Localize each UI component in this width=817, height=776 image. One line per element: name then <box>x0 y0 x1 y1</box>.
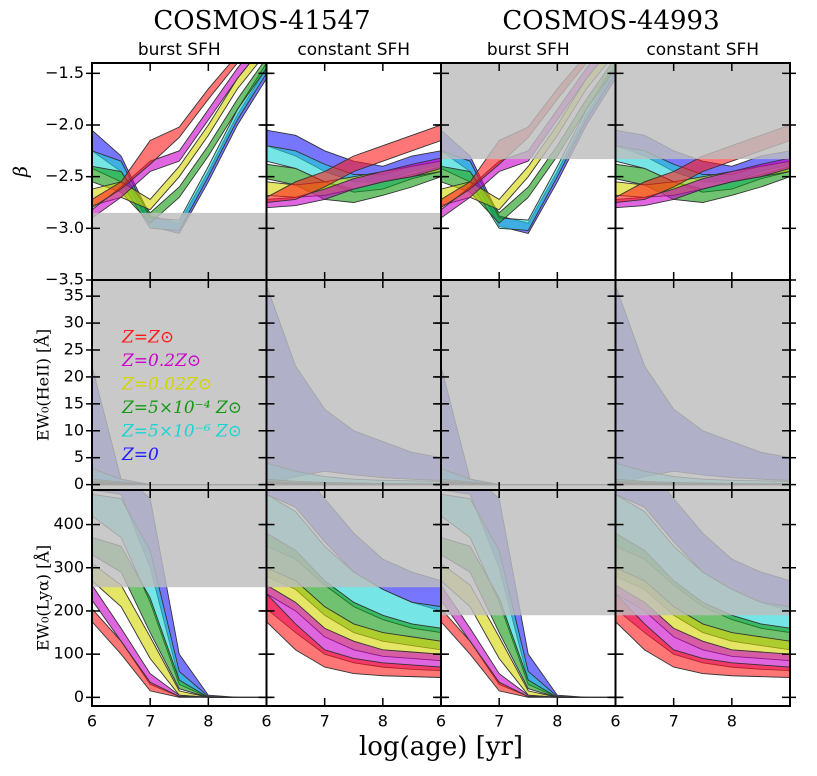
object-title: COSMOS-44993 <box>502 6 719 36</box>
observed-region <box>266 490 441 588</box>
x-tick-label: 8 <box>378 712 388 731</box>
panel-title: burst SFH <box>487 40 570 60</box>
y-tick-label: 25 <box>64 340 84 359</box>
panel <box>266 124 441 280</box>
x-tick-label: 7 <box>145 712 155 731</box>
y-tick-label: 100 <box>53 644 84 663</box>
model-band <box>92 63 267 231</box>
panel <box>615 280 790 490</box>
x-tick-label: 8 <box>552 712 562 731</box>
model-band <box>441 608 616 698</box>
y-tick-label: 35 <box>64 286 84 305</box>
model-band <box>92 608 267 698</box>
x-tick-label: 6 <box>436 712 446 731</box>
y-tick-label: 20 <box>64 366 84 385</box>
model-band <box>615 593 790 678</box>
panel <box>92 280 267 490</box>
y-tick-label: −2.0 <box>45 115 84 134</box>
x-tick-label: 6 <box>87 712 97 731</box>
y-tick-label: 15 <box>64 393 84 412</box>
panel <box>441 63 616 235</box>
y-axis-label: β <box>10 166 32 178</box>
y-tick-label: 10 <box>64 420 84 439</box>
legend-entry: Z=0.02Z⊙ <box>121 375 212 395</box>
y-tick-label: −3.0 <box>45 218 84 237</box>
model-band <box>92 63 239 209</box>
legend-entry: Z=0.2Z⊙ <box>121 351 201 371</box>
observed-region <box>92 280 267 490</box>
x-axis-label: log(age) [yr] <box>359 732 523 762</box>
y-tick-label: −1.5 <box>45 63 84 82</box>
y-axis-label: EW₀(HeII) [Å] <box>33 329 53 441</box>
panel <box>92 63 267 280</box>
x-tick-label: 7 <box>494 712 504 731</box>
observed-region <box>441 490 616 616</box>
y-tick-label: 400 <box>53 514 84 533</box>
y-tick-label: 30 <box>64 313 84 332</box>
panel <box>266 280 441 490</box>
x-tick-label: 7 <box>669 712 679 731</box>
legend-entry: Z=0 <box>121 445 159 465</box>
y-tick-label: 200 <box>53 600 84 619</box>
y-tick-label: 0 <box>74 687 84 706</box>
x-tick-label: 6 <box>261 712 271 731</box>
x-tick-label: 6 <box>610 712 620 731</box>
panel <box>615 63 790 209</box>
panel-frame <box>614 489 791 707</box>
y-tick-label: 5 <box>74 447 84 466</box>
y-tick-label: 300 <box>53 557 84 576</box>
panel-title: constant SFH <box>297 40 410 60</box>
model-band <box>266 124 441 203</box>
panel-title: burst SFH <box>138 40 221 60</box>
x-tick-label: 7 <box>320 712 330 731</box>
panel <box>615 490 790 678</box>
observed-region <box>92 212 267 280</box>
x-tick-label: 8 <box>727 712 737 731</box>
x-tick-label: 8 <box>203 712 213 731</box>
observed-region <box>441 63 616 160</box>
y-tick-label: −3.5 <box>45 270 84 289</box>
panel <box>266 490 441 678</box>
model-band <box>266 593 441 678</box>
legend-entry: Z=5×10⁻⁶ Z⊙ <box>121 422 242 442</box>
panel <box>441 490 616 698</box>
observed-region <box>615 280 790 490</box>
observed-region <box>266 212 441 280</box>
observed-region <box>615 490 790 616</box>
legend-entry: Z=5×10⁻⁴ Z⊙ <box>121 398 242 418</box>
panel <box>92 490 267 698</box>
y-tick-label: −2.5 <box>45 166 84 185</box>
observed-region <box>615 63 790 160</box>
panel <box>441 280 616 490</box>
observed-region <box>266 280 441 490</box>
panel-title: constant SFH <box>646 40 759 60</box>
y-axis-label: EW₀(Lyα) [Å] <box>33 545 53 651</box>
observed-region <box>92 490 267 588</box>
y-tick-label: 0 <box>74 474 84 493</box>
observed-region <box>441 280 616 490</box>
object-title: COSMOS-41547 <box>153 6 370 36</box>
legend-entry: Z=Z⊙ <box>121 328 174 348</box>
